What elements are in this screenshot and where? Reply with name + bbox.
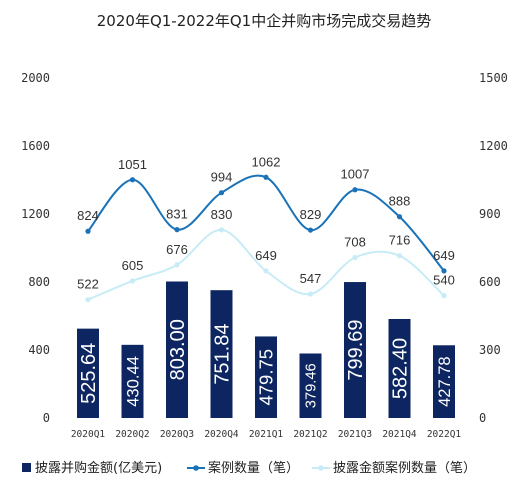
left-tick-label: 2000: [21, 71, 50, 85]
left-axis: 0 400 800 1200 1600 2000: [21, 71, 50, 425]
line-value-label: 1062: [252, 154, 281, 169]
line-point: [174, 262, 180, 268]
line-point: [352, 254, 358, 261]
bar: [344, 282, 366, 418]
right-tick-label: 0: [479, 411, 486, 425]
legend-label: 披露并购金额(亿美元): [35, 460, 162, 476]
line-value-label: 1051: [118, 157, 147, 172]
legend-swatch-marker: [318, 465, 324, 471]
bar-value-label: 751.84: [212, 324, 234, 385]
line-value-label: 716: [389, 233, 411, 248]
line-value-label: 547: [300, 271, 322, 286]
line-value-label: 824: [77, 208, 99, 223]
line-value-label: 649: [433, 248, 455, 263]
left-tick-label: 1200: [21, 207, 50, 221]
line-point: [396, 253, 403, 259]
line-point: [396, 214, 403, 220]
x-tick-label: 2020Q1: [71, 429, 106, 440]
line-value-label: 649: [255, 248, 277, 263]
bar: [433, 345, 455, 418]
bar: [210, 290, 233, 418]
bar-value-label: 803.00: [167, 319, 189, 380]
line-value-label: 994: [211, 170, 233, 185]
line-point: [307, 291, 314, 297]
legend-label: 披露金额案例数量（笔）: [333, 460, 476, 476]
x-tick-label: 2020Q2: [115, 429, 149, 440]
x-tick-label: 2021Q4: [382, 429, 417, 440]
line-value-label: 830: [211, 207, 233, 222]
x-tick-label: 2021Q1: [249, 429, 284, 440]
bar-value-label: 582.40: [390, 338, 412, 399]
left-tick-label: 400: [28, 343, 50, 357]
line-value-label: 1007: [341, 167, 370, 182]
x-tick-label: 2020Q3: [160, 429, 194, 440]
line-series: 824 1051 831 994 1062 829 1007 888 649 522 605 676 8…: [77, 154, 455, 303]
x-axis: 2020Q1 2020Q2 2020Q3 2020Q4 2021Q1 2021Q2 2021…: [71, 429, 462, 440]
right-tick-label: 900: [479, 207, 501, 221]
right-tick-label: 1500: [479, 71, 508, 85]
line-value-label: 888: [389, 194, 411, 209]
x-tick-label: 2022Q1: [427, 429, 462, 440]
line-point: [218, 227, 225, 233]
bar: [166, 281, 188, 418]
line-point: [129, 278, 136, 284]
left-tick-label: 800: [28, 275, 50, 289]
line-value-label: 829: [300, 207, 322, 222]
bar-value-label: 525.64: [78, 343, 100, 404]
line-point: [441, 293, 447, 299]
bar: [121, 344, 144, 418]
line-value-label: 676: [166, 242, 188, 257]
legend-swatch-marker: [193, 465, 199, 471]
legend-swatch-bar: [22, 463, 31, 472]
line-value-label: 540: [433, 273, 455, 288]
line-point: [174, 227, 180, 233]
right-tick-label: 600: [479, 275, 501, 289]
right-tick-label: 300: [479, 343, 501, 357]
bar: [77, 328, 99, 418]
line-value-label: 708: [344, 235, 366, 250]
bar-series: 525.64 430.44 803.00 751.84 479.75 379.46 799.…: [77, 281, 455, 418]
x-tick-label: 2020Q4: [204, 429, 239, 440]
line-point: [85, 228, 91, 234]
line-value-label: 522: [77, 277, 99, 292]
left-tick-label: 0: [43, 411, 50, 425]
legend: 披露并购金额(亿美元) 案例数量（笔） 披露金额案例数量（笔）: [22, 460, 476, 476]
bar: [255, 336, 277, 418]
bar-value-label: 427.78: [436, 356, 454, 406]
bar-value-label: 379.46: [304, 363, 320, 408]
bar: [299, 353, 322, 418]
line-point: [218, 190, 225, 196]
right-axis: 0 300 600 900 1200 1500: [479, 71, 508, 425]
legend-label: 案例数量（笔）: [208, 460, 299, 476]
line-point: [263, 268, 269, 274]
line-point: [441, 268, 447, 274]
left-tick-label: 1600: [21, 139, 50, 153]
line-point: [352, 187, 358, 193]
bar-value-label: 799.69: [345, 319, 367, 380]
chart-title: 2020年Q1-2022年Q1中企并购市场完成交易趋势: [97, 12, 431, 30]
x-tick-label: 2021Q2: [293, 429, 327, 440]
line-point: [307, 227, 314, 233]
bar-value-label: 430.44: [123, 356, 142, 407]
bar: [388, 318, 411, 418]
line-point: [263, 174, 269, 180]
bar-value-label: 479.75: [255, 349, 276, 406]
x-tick-label: 2021Q3: [338, 429, 372, 440]
line-value-label: 831: [166, 207, 188, 222]
line-point: [85, 297, 91, 303]
line-value-label: 605: [122, 258, 144, 273]
right-tick-label: 1200: [479, 139, 508, 153]
line-point: [129, 177, 136, 183]
